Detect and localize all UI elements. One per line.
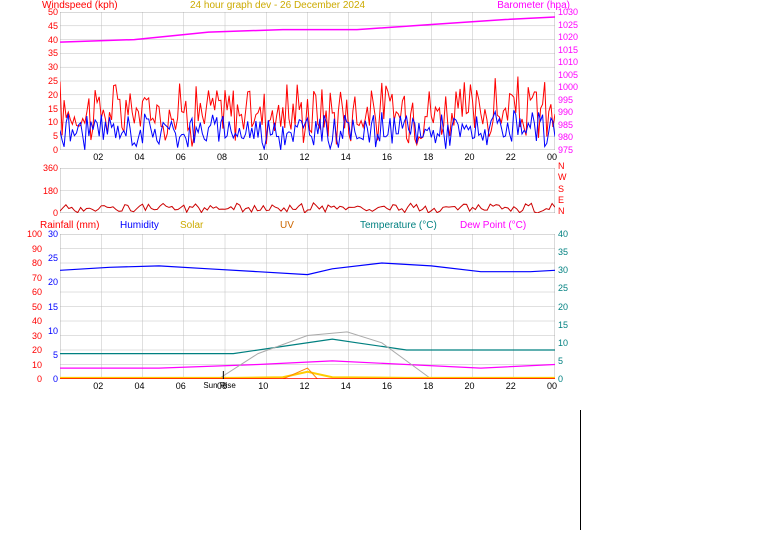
side-divider: [580, 410, 581, 530]
wind-baro-panel: [60, 12, 555, 150]
wind-baro-chart: [60, 12, 555, 150]
legend-uv: UV: [280, 220, 294, 231]
winddir-panel: [60, 168, 555, 213]
panel2-left-axis: 3601800: [36, 168, 58, 213]
panel3-left1-axis: 1009080706050403020100: [25, 234, 42, 379]
legend-dew-point-c-: Dew Point (°C): [460, 220, 526, 231]
chart-title: 24 hour graph dev - 26 December 2024: [190, 0, 365, 11]
legend-temperature-c-: Temperature (°C): [360, 220, 437, 231]
legend-solar: Solar: [180, 220, 203, 231]
panel3-right-axis: 4035302520151050: [558, 234, 576, 379]
panel3-x-axis: 020406081012141618202200Sun Rise: [60, 381, 555, 393]
sunrise-label: Sun Rise: [203, 381, 235, 390]
multi-chart: [60, 234, 555, 379]
panel1-right-axis: 1030102510201015101010051000995990985980…: [558, 12, 588, 150]
panel3-left2-axis: 302520151050: [44, 234, 58, 379]
legend-humidity: Humidity: [120, 220, 159, 231]
panel1-legend: Windspeed (kph) 24 hour graph dev - 26 D…: [40, 0, 570, 12]
multi-panel: [60, 234, 555, 379]
panel3-legend: Rainfall (mm)HumiditySolarUVTemperature …: [40, 220, 580, 232]
panel1-left-axis: 50454035302520151050: [40, 12, 58, 150]
panel1-x-axis: 020406081012141618202200: [60, 152, 555, 164]
winddir-chart: [60, 168, 555, 213]
panel2-right-axis: NWSEN: [558, 166, 572, 213]
